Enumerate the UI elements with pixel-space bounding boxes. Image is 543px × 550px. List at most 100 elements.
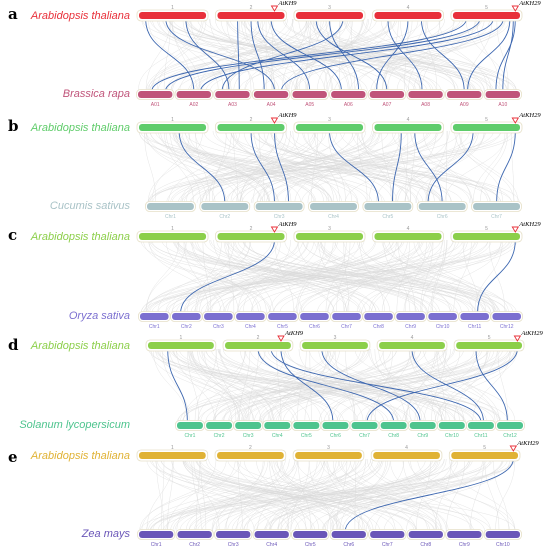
- synteny-line: [219, 348, 274, 423]
- top-chromosome: [295, 233, 364, 240]
- gene-pair-link: [366, 348, 518, 423]
- synteny-line: [177, 18, 483, 92]
- synteny-line: [157, 18, 296, 92]
- bottom-chromosome-label: Chr3: [274, 214, 285, 220]
- synteny-line: [243, 348, 454, 423]
- synteny-line: [446, 458, 465, 532]
- gene-label: AtKH29: [520, 330, 543, 337]
- synteny-line: [424, 18, 438, 92]
- synteny-line: [349, 18, 510, 92]
- panel-d: d Arabidopsis thaliana Solanum lycopersicu…: [8, 330, 543, 439]
- panel-letter: b: [8, 117, 19, 135]
- synteny-line: [350, 18, 355, 92]
- bottom-chromosome-label: Chr4: [272, 433, 283, 439]
- synteny-line: [142, 18, 428, 92]
- synteny-line: [297, 348, 307, 423]
- bottom-chromosome: [254, 531, 289, 538]
- synteny-line: [465, 18, 509, 92]
- synteny-line: [170, 18, 308, 92]
- synteny-line: [284, 130, 443, 204]
- top-chromosome-label: 1: [171, 117, 174, 123]
- synteny-line: [266, 130, 416, 204]
- gene-label: AtKH29: [516, 440, 539, 447]
- panel-letter: c: [8, 226, 17, 244]
- synteny-line: [247, 348, 259, 423]
- bottom-chromosome-label: Chr10: [445, 433, 459, 439]
- top-chromosome-label: 4: [407, 226, 410, 232]
- gene-pair-link: [221, 18, 344, 92]
- bottom-chromosome: [438, 422, 465, 429]
- synteny-line: [209, 18, 255, 92]
- synteny-line: [217, 348, 474, 423]
- synteny-line: [148, 18, 198, 92]
- synteny-line: [276, 348, 282, 423]
- synteny-line: [421, 18, 454, 92]
- bottom-chromosome: [204, 313, 233, 320]
- synteny-line: [470, 458, 484, 532]
- bottom-species-label: Brassica rapa: [63, 88, 130, 100]
- gene-marker-icon: [270, 5, 279, 12]
- synteny-line: [232, 239, 428, 314]
- bottom-chromosome: [485, 91, 520, 98]
- panel-e: e Arabidopsis thaliana Zea mays 1 2 3 4 5 Chr1 Ch…: [8, 440, 539, 548]
- bottom-chromosome: [138, 91, 173, 98]
- synteny-line: [208, 130, 232, 204]
- synteny-line: [270, 458, 426, 532]
- bottom-chromosome: [268, 313, 297, 320]
- gene-pair-link: [321, 348, 421, 423]
- synteny-line: [257, 458, 299, 532]
- bottom-chromosome: [485, 531, 520, 538]
- panel-c: c Arabidopsis thaliana Oryza sativa 1 2 3 4 5 Ch…: [8, 221, 541, 330]
- highlighted-links: [167, 348, 518, 423]
- synteny-line: [269, 458, 290, 532]
- synteny-line: [374, 348, 393, 423]
- gene-pair-link: [185, 18, 230, 92]
- synteny-line: [356, 348, 515, 423]
- synteny-line: [178, 130, 431, 204]
- panel-b: b Arabidopsis thaliana Cucumis sativus 1 2 3 4…: [8, 112, 541, 220]
- synteny-line: [186, 458, 491, 532]
- bottom-chromosome: [253, 91, 289, 98]
- synteny-line: [182, 348, 445, 423]
- gene-marker-icon: [511, 226, 520, 233]
- gene-pair-link: [200, 18, 494, 92]
- top-chromosome: [374, 124, 442, 131]
- bottom-chromosome-label: Chr1: [151, 542, 162, 548]
- synteny-line: [322, 458, 471, 532]
- bottom-species-label: Oryza sativa: [69, 310, 130, 322]
- synteny-line: [225, 130, 359, 204]
- synteny-line: [259, 130, 265, 204]
- gene-pair-link: [502, 18, 514, 92]
- bottom-chromosome-label: Chr6: [330, 433, 341, 439]
- gene-label: AtKH9: [284, 330, 304, 337]
- synteny-line: [170, 458, 321, 532]
- synteny-line: [416, 458, 431, 532]
- top-chromosome-label: 4: [407, 5, 410, 11]
- top-chromosome: [302, 342, 368, 349]
- synteny-line: [192, 348, 271, 423]
- bottom-chromosome-label: Chr2: [214, 433, 225, 439]
- bottom-chromosome: [201, 203, 249, 210]
- top-chromosome: [139, 233, 207, 240]
- bottom-chromosome: [467, 422, 494, 429]
- bottom-chromosome-label: Chr1: [149, 324, 160, 330]
- panel-a: a Arabidopsis thaliana Brassica rapa 1 2 3 4 5 A…: [8, 0, 541, 108]
- synteny-line: [381, 130, 392, 204]
- bottom-chromosome: [497, 422, 523, 429]
- synteny-line: [339, 458, 387, 532]
- synteny-line: [264, 458, 508, 532]
- synteny-line: [184, 239, 489, 314]
- synteny-line: [354, 18, 480, 92]
- bottom-chromosome-label: Chr10: [496, 542, 510, 548]
- gene-pair-link: [315, 18, 388, 92]
- bottom-chromosome-label: Chr4: [328, 214, 339, 220]
- synteny-line: [161, 348, 190, 423]
- bottom-species-label: Cucumis sativus: [50, 200, 131, 212]
- synteny-line: [215, 348, 237, 423]
- synteny-line: [186, 18, 442, 92]
- top-chromosome: [139, 452, 206, 459]
- bottom-chromosome-label: Chr8: [388, 433, 399, 439]
- bottom-chromosome: [177, 422, 203, 429]
- gene-pair-link: [270, 348, 482, 423]
- synteny-line: [336, 239, 351, 314]
